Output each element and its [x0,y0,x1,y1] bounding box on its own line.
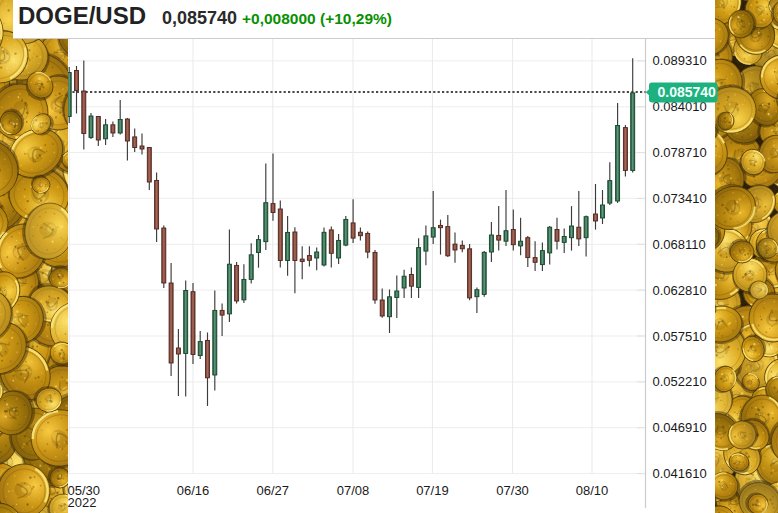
svg-text:0.062810: 0.062810 [653,283,707,298]
svg-text:0.085740: 0.085740 [658,84,717,100]
svg-text:0.078710: 0.078710 [653,145,707,160]
svg-text:07/30: 07/30 [496,483,529,498]
svg-text:07/08: 07/08 [337,483,370,498]
svg-text:06/16: 06/16 [177,483,210,498]
svg-text:2022: 2022 [68,495,97,510]
svg-text:06/27: 06/27 [257,483,290,498]
svg-text:08/10: 08/10 [576,483,609,498]
svg-text:0.052210: 0.052210 [653,374,707,389]
svg-text:0.073410: 0.073410 [653,191,707,206]
svg-text:0.057510: 0.057510 [653,329,707,344]
svg-text:0.046910: 0.046910 [653,420,707,435]
svg-text:0.068110: 0.068110 [653,237,706,252]
svg-text:0.041610: 0.041610 [653,466,707,481]
svg-text:07/19: 07/19 [416,483,449,498]
svg-text:0.089310: 0.089310 [653,53,707,68]
